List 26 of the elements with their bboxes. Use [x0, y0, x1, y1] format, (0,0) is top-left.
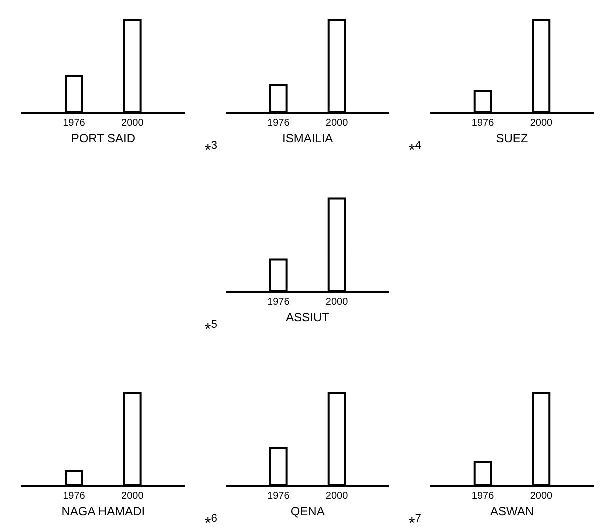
text: *$^{6}$	[205, 513, 218, 531]
x-axis-title: ASSIUT	[286, 310, 330, 324]
x-axis-title: QENA	[290, 504, 325, 519]
x-tick-label: 2000	[122, 118, 144, 130]
x-tick-label: 1976	[268, 297, 290, 308]
x-tick-label: 1976	[63, 118, 86, 130]
x-tick-label: 1976	[472, 491, 495, 502]
x-tick-label: 2000	[530, 491, 553, 502]
x-tick-label: 2000	[530, 118, 553, 130]
text: *$^{3}$	[205, 140, 218, 160]
text: *$^{5}$	[205, 319, 218, 339]
x-axis-title: ASWAN	[490, 504, 534, 519]
text: *$^{7}$	[409, 513, 422, 531]
text: *$^{4}$	[409, 140, 422, 160]
x-axis-title: SUEZ	[496, 132, 528, 146]
x-axis-title: ISMAILIA	[282, 132, 334, 146]
x-tick-label: 1976	[268, 491, 290, 502]
x-tick-label: 2000	[122, 491, 144, 502]
x-tick-label: 1976	[268, 118, 290, 130]
x-tick-label: 2000	[326, 491, 349, 502]
x-axis-title: NAGA HAMADI	[62, 504, 146, 519]
x-tick-label: 2000	[326, 118, 349, 130]
x-tick-label: 1976	[63, 491, 86, 502]
x-axis-title: PORT SAID	[71, 132, 136, 146]
x-tick-label: 1976	[472, 118, 495, 130]
x-tick-label: 2000	[326, 297, 349, 308]
